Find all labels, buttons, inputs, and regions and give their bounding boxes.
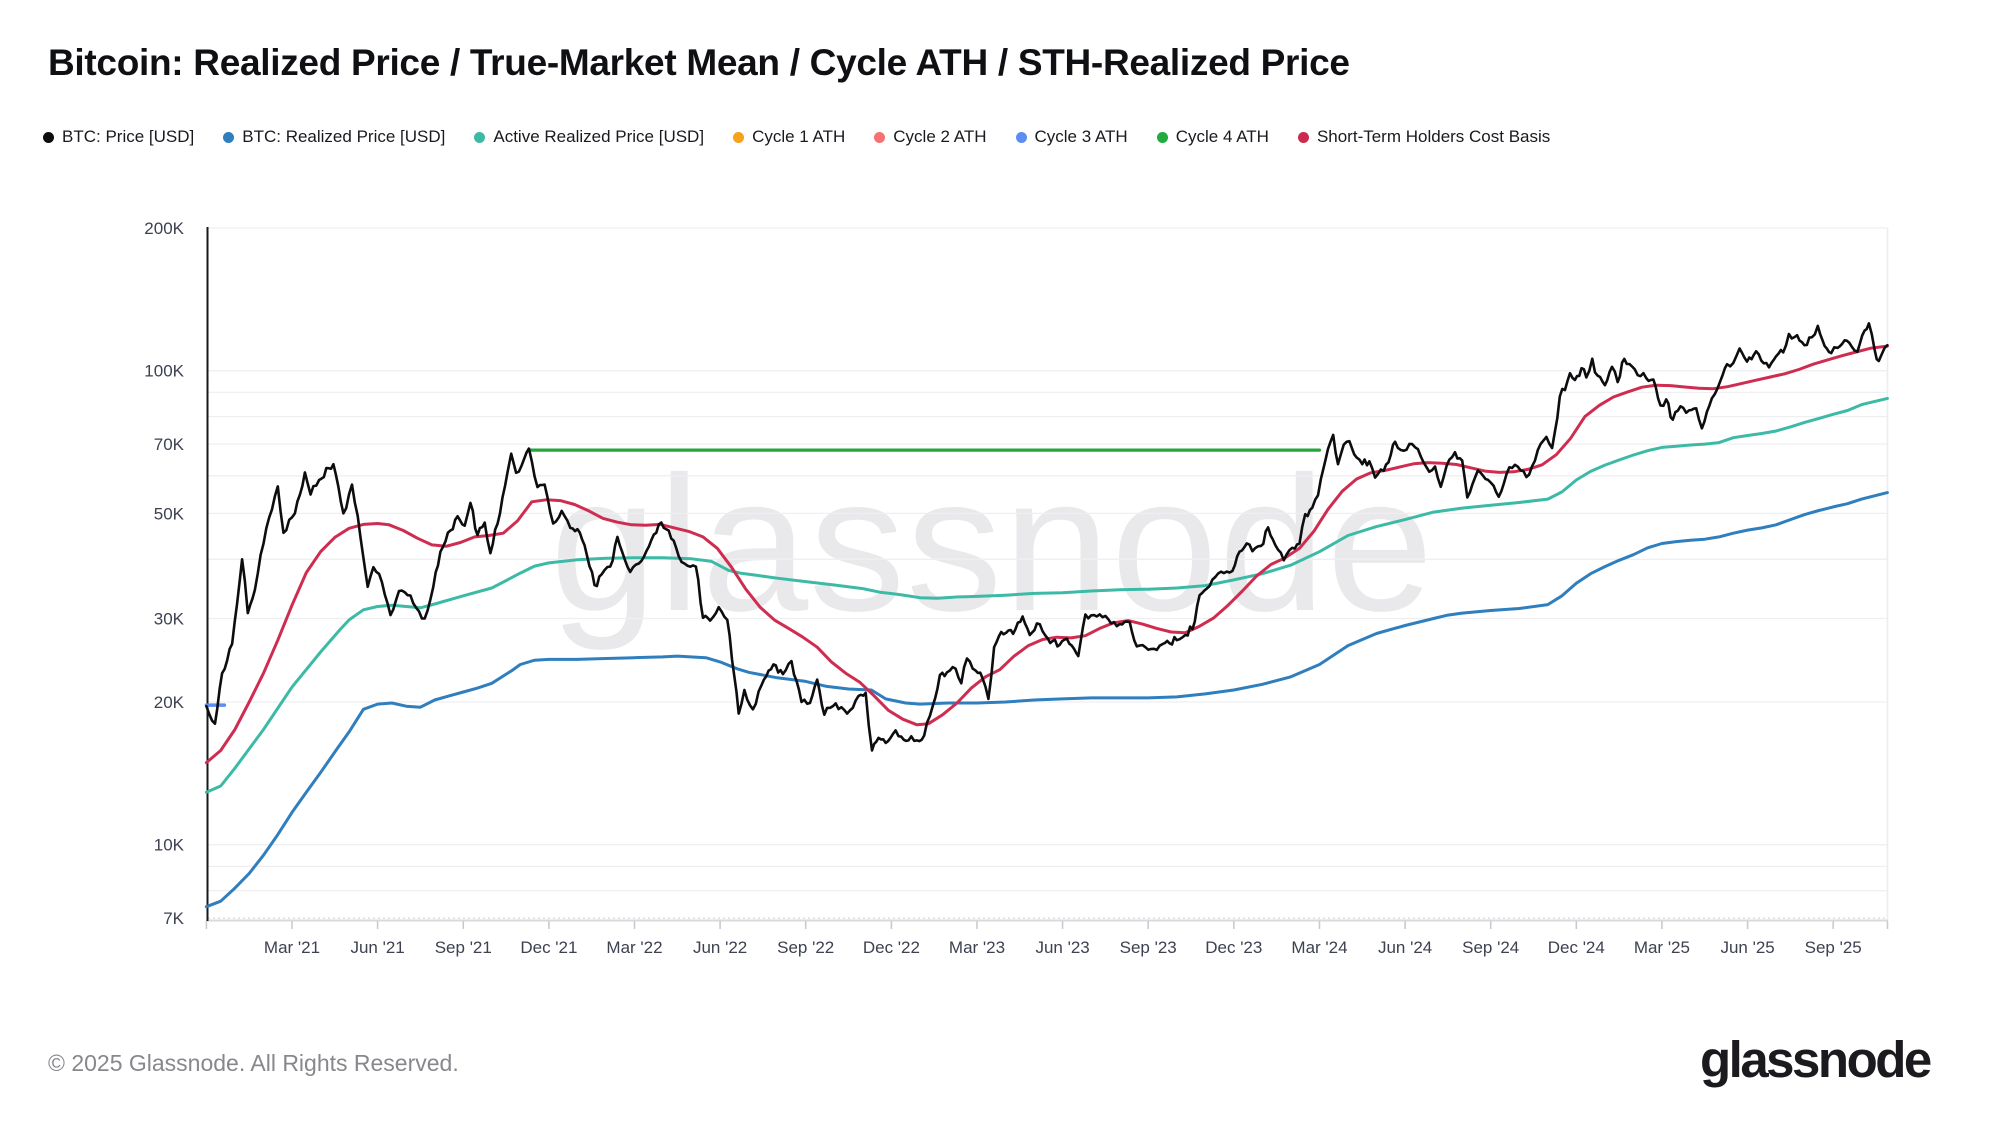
svg-text:Jun '24: Jun '24 (1378, 938, 1432, 957)
svg-text:20K: 20K (154, 693, 185, 712)
legend-item-cycle-1-ath[interactable]: Cycle 1 ATH (733, 127, 845, 147)
legend-dot-icon (43, 131, 54, 143)
legend-item-cycle-4-ath[interactable]: Cycle 4 ATH (1156, 127, 1269, 147)
legend-item-label: Short-Term Holders Cost Basis (1316, 127, 1551, 146)
svg-text:Mar '23: Mar '23 (949, 938, 1005, 957)
svg-text:Dec '23: Dec '23 (1205, 938, 1262, 957)
legend-item-cycle-2-ath[interactable]: Cycle 2 ATH (874, 127, 987, 147)
svg-text:Sep '24: Sep '24 (1462, 938, 1519, 957)
svg-text:30K: 30K (154, 610, 185, 629)
svg-text:Mar '25: Mar '25 (1634, 938, 1690, 957)
legend-item-label: Cycle 1 ATH (752, 127, 846, 146)
legend-item-label: Active Realized Price [USD] (493, 127, 705, 146)
svg-text:Mar '24: Mar '24 (1291, 938, 1347, 957)
svg-text:Sep '21: Sep '21 (435, 938, 492, 957)
legend-dot-icon (1015, 131, 1027, 143)
legend-item-label: BTC: Realized Price [USD] (242, 127, 446, 146)
legend-item-cycle-3-ath[interactable]: Cycle 3 ATH (1015, 127, 1128, 147)
svg-text:Dec '22: Dec '22 (863, 938, 920, 957)
legend-item-active-realized-price[interactable]: Active Realized Price [USD] (474, 127, 704, 147)
series-short-term-holders-cost-basis (204, 344, 1889, 765)
svg-text:100K: 100K (144, 362, 184, 381)
legend-item-sth-cost-basis[interactable]: Short-Term Holders Cost Basis (1297, 127, 1551, 147)
chart-title: Bitcoin: Realized Price / True-Market Me… (48, 42, 1350, 83)
svg-text:Mar '22: Mar '22 (606, 938, 662, 957)
legend-item-label: BTC: Price [USD] (62, 127, 195, 146)
legend-dot-icon (223, 131, 235, 143)
svg-text:70K: 70K (154, 435, 185, 454)
svg-text:Jun '23: Jun '23 (1035, 938, 1089, 957)
series-active-realized-price-usd- (204, 396, 1889, 794)
svg-text:Dec '21: Dec '21 (520, 938, 577, 957)
legend-dot-icon (1297, 131, 1309, 143)
legend: BTC: Price [USD] BTC: Realized Price [USD… (43, 127, 1550, 147)
svg-text:7K: 7K (163, 909, 184, 928)
legend-item-label: Cycle 2 ATH (893, 127, 987, 146)
svg-text:Jun '22: Jun '22 (693, 938, 747, 957)
svg-text:50K: 50K (154, 504, 185, 523)
watermark: glassnode (550, 436, 1435, 651)
legend-dot-icon (1156, 131, 1168, 143)
svg-text:Sep '22: Sep '22 (777, 938, 834, 957)
glassnode-logo: glassnode (1700, 1031, 1932, 1088)
series-btc-price-usd- (205, 322, 1889, 752)
svg-text:200K: 200K (144, 219, 184, 238)
legend-dot-icon (874, 131, 886, 143)
legend-dot-icon (474, 131, 486, 143)
svg-text:Jun '25: Jun '25 (1720, 938, 1774, 957)
svg-text:Jun '21: Jun '21 (350, 938, 404, 957)
copyright: © 2025 Glassnode. All Rights Reserved. (48, 1050, 459, 1076)
series-btc-realized-price-usd- (204, 491, 1889, 909)
svg-text:Mar '21: Mar '21 (264, 938, 320, 957)
legend-item-label: Cycle 3 ATH (1034, 127, 1128, 146)
legend-dot-icon (733, 131, 745, 143)
svg-text:10K: 10K (154, 836, 185, 855)
legend-item-btc-price[interactable]: BTC: Price [USD] (43, 127, 194, 147)
legend-item-label: Cycle 4 ATH (1175, 127, 1269, 146)
svg-text:Sep '25: Sep '25 (1805, 938, 1862, 957)
svg-text:Sep '23: Sep '23 (1120, 938, 1177, 957)
svg-text:Dec '24: Dec '24 (1548, 938, 1605, 957)
legend-item-btc-realized-price[interactable]: BTC: Realized Price [USD] (223, 127, 445, 147)
